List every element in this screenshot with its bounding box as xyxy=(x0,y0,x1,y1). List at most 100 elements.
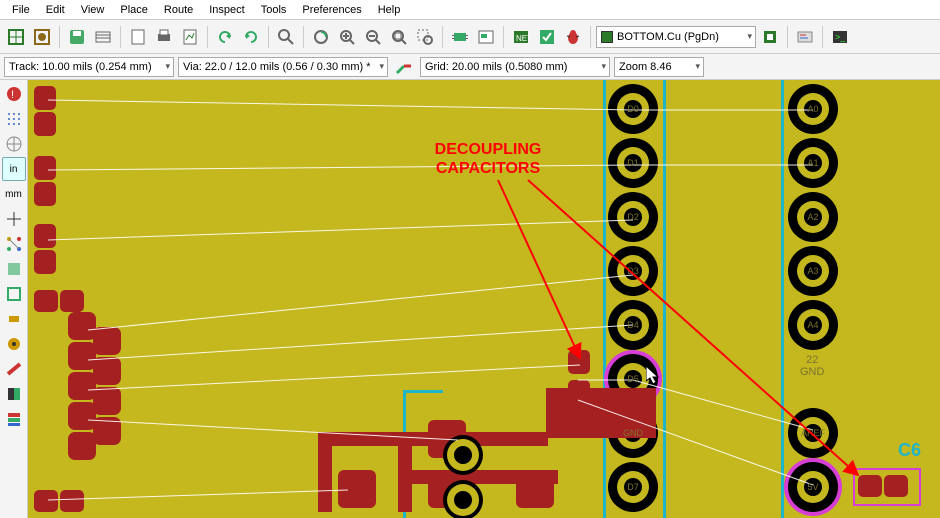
menu-edit[interactable]: Edit xyxy=(38,2,73,18)
find-icon[interactable] xyxy=(274,25,298,49)
smd-pad xyxy=(93,417,121,445)
board-setup-icon[interactable] xyxy=(91,25,115,49)
smd-pad xyxy=(68,342,96,370)
menu-place[interactable]: Place xyxy=(112,2,156,18)
layers-manager-icon[interactable] xyxy=(2,407,26,431)
grid-dots-icon[interactable] xyxy=(2,107,26,131)
menubar: File Edit View Place Route Inspect Tools… xyxy=(0,0,940,20)
polar-grid-icon[interactable] xyxy=(2,132,26,156)
ratsnest-toggle-icon[interactable] xyxy=(2,232,26,256)
layer-swatch xyxy=(601,31,613,43)
via xyxy=(443,480,483,518)
pad: D0 xyxy=(608,84,658,134)
pad: D1 xyxy=(608,138,658,188)
zoom-field[interactable]: Zoom 8.46 xyxy=(614,57,704,77)
pad-display-icon[interactable] xyxy=(2,307,26,331)
page-settings-icon[interactable] xyxy=(126,25,150,49)
via-size-field[interactable]: Via: 22.0 / 12.0 mils (0.56 / 0.30 mm) * xyxy=(178,57,388,77)
update-pcb-icon[interactable]: NET xyxy=(509,25,533,49)
silk-line xyxy=(403,390,443,393)
pad: D7 xyxy=(608,462,658,512)
pad: A2 xyxy=(788,192,838,242)
zoom-label: Zoom 8.46 xyxy=(619,61,672,73)
trace xyxy=(398,432,412,512)
plot-icon[interactable] xyxy=(178,25,202,49)
svg-text:NET: NET xyxy=(516,34,530,43)
smd-pad xyxy=(68,402,96,430)
route-mode-icon[interactable] xyxy=(392,55,416,79)
redo-icon[interactable] xyxy=(239,25,263,49)
bug-icon[interactable] xyxy=(561,25,585,49)
save-icon[interactable] xyxy=(65,25,89,49)
pad: A4 xyxy=(788,300,838,350)
menu-view[interactable]: View xyxy=(73,2,113,18)
track-width-field[interactable]: Track: 10.00 mils (0.254 mm) xyxy=(4,57,174,77)
script-icon[interactable] xyxy=(793,25,817,49)
zoom-out-icon[interactable] xyxy=(361,25,385,49)
pad: D4 xyxy=(608,300,658,350)
trace xyxy=(318,432,332,512)
smd-pad xyxy=(93,387,121,415)
drc-marker-icon[interactable]: ! xyxy=(2,82,26,106)
smd-pad xyxy=(68,432,96,460)
pad: AREF xyxy=(788,408,838,458)
main-toolbar: NET BOTTOM.Cu (PgDn) >_ xyxy=(0,20,940,54)
menu-preferences[interactable]: Preferences xyxy=(294,2,369,18)
tool-icon-2[interactable] xyxy=(30,25,54,49)
zone-display-icon[interactable] xyxy=(2,257,26,281)
menu-tools[interactable]: Tools xyxy=(253,2,295,18)
smd-pad xyxy=(338,470,376,508)
mouse-cursor xyxy=(646,366,660,386)
silk-line xyxy=(663,80,666,518)
grid-field[interactable]: Grid: 20.00 mils (0.5080 mm) xyxy=(420,57,610,77)
pad-highlighted: 5V xyxy=(788,462,838,512)
units-mm-button[interactable]: mm xyxy=(2,182,26,206)
pad: D2 xyxy=(608,192,658,242)
via-display-icon[interactable] xyxy=(2,332,26,356)
edit-layer-icon[interactable] xyxy=(758,25,782,49)
pad: D3 xyxy=(608,246,658,296)
left-toolbar: ! in mm xyxy=(0,80,28,518)
zoom-selection-icon[interactable] xyxy=(413,25,437,49)
track-display-icon[interactable] xyxy=(2,357,26,381)
pad: A3 xyxy=(788,246,838,296)
zoom-redraw-icon[interactable] xyxy=(309,25,333,49)
svg-text:>_: >_ xyxy=(835,32,846,42)
settings-bar: Track: 10.00 mils (0.254 mm) Via: 22.0 /… xyxy=(0,54,940,80)
contrast-icon[interactable] xyxy=(2,382,26,406)
units-in-button[interactable]: in xyxy=(2,157,26,181)
pcb-canvas[interactable]: D0 D1 D2 D3 D4 D5 GND D7 A0 A1 A2 A3 A4 … xyxy=(28,80,940,518)
pad: A0 xyxy=(788,84,838,134)
smd-pad xyxy=(68,372,96,400)
silk-line xyxy=(603,80,606,518)
copper-fill xyxy=(546,388,656,438)
zoom-in-icon[interactable] xyxy=(335,25,359,49)
cursor-shape-icon[interactable] xyxy=(2,207,26,231)
via-size-label: Via: 22.0 / 12.0 mils (0.56 / 0.30 mm) * xyxy=(183,61,371,73)
menu-file[interactable]: File xyxy=(4,2,38,18)
footprint-editor-icon[interactable] xyxy=(448,25,472,49)
menu-route[interactable]: Route xyxy=(156,2,201,18)
tool-icon-1[interactable] xyxy=(4,25,28,49)
print-icon[interactable] xyxy=(152,25,176,49)
undo-icon[interactable] xyxy=(213,25,237,49)
track-width-label: Track: 10.00 mils (0.254 mm) xyxy=(9,61,152,73)
smd-pad xyxy=(93,327,121,355)
menu-help[interactable]: Help xyxy=(370,2,409,18)
smd-pad xyxy=(93,357,121,385)
via xyxy=(443,435,483,475)
zone-outline-icon[interactable] xyxy=(2,282,26,306)
drc-icon[interactable] xyxy=(535,25,559,49)
zoom-fit-icon[interactable] xyxy=(387,25,411,49)
smd-pad xyxy=(68,312,96,340)
silk-text-c6: C6 xyxy=(898,440,921,461)
smd-pad xyxy=(516,470,554,508)
footprint-browser-icon[interactable] xyxy=(474,25,498,49)
layer-label: BOTTOM.Cu (PgDn) xyxy=(617,31,719,43)
console-icon[interactable]: >_ xyxy=(828,25,852,49)
silk-line xyxy=(781,80,784,518)
layer-selector[interactable]: BOTTOM.Cu (PgDn) xyxy=(596,26,756,48)
menu-inspect[interactable]: Inspect xyxy=(201,2,252,18)
courtyard xyxy=(853,468,921,506)
pad-label: 22GND xyxy=(800,354,824,378)
